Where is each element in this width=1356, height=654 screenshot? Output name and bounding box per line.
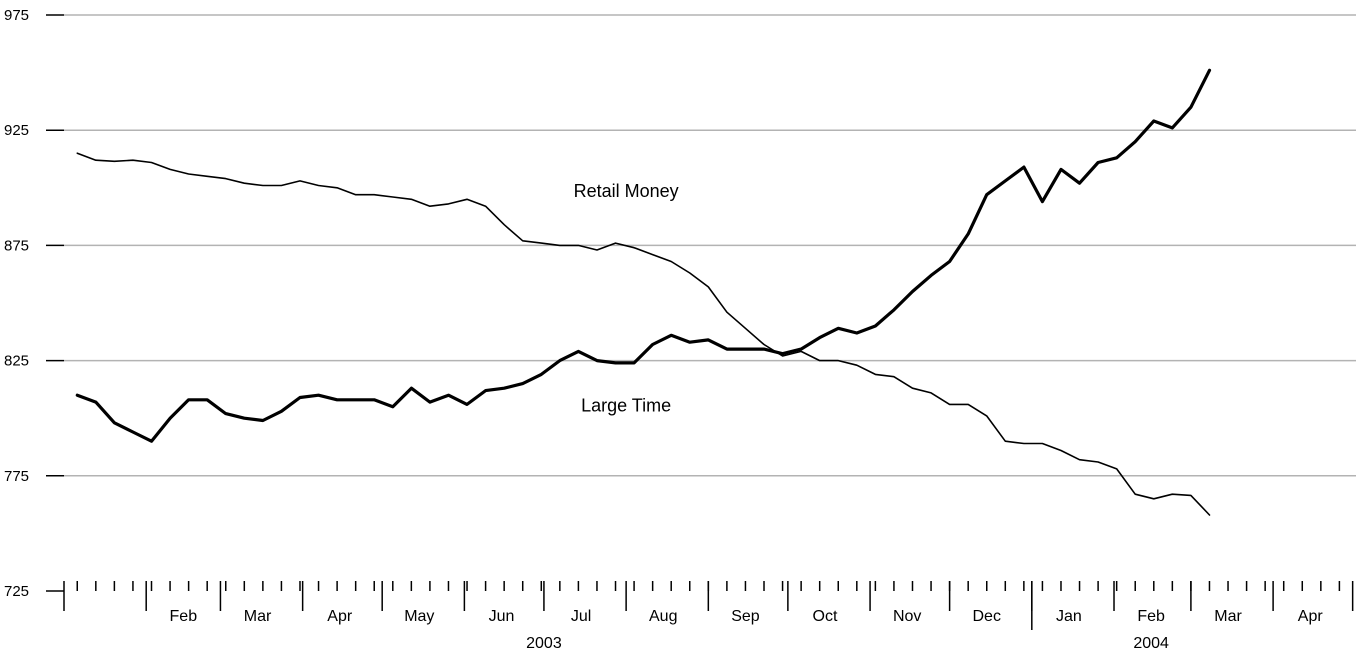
month-label: May bbox=[404, 608, 434, 625]
gridlines bbox=[64, 14, 1356, 477]
y-axis: 725 775 825 875 925 975 bbox=[4, 7, 64, 600]
month-label: Feb bbox=[1137, 608, 1165, 625]
series-lines bbox=[75, 68, 1212, 516]
month-label: Mar bbox=[1214, 608, 1242, 625]
month-label: Jan bbox=[1056, 608, 1082, 625]
month-label: Aug bbox=[649, 608, 677, 625]
month-label: Oct bbox=[813, 608, 838, 625]
month-label: Apr bbox=[327, 608, 353, 625]
y-tick-label: 725 bbox=[4, 583, 29, 600]
series-line-large-time bbox=[75, 68, 1212, 443]
series-label-retail-money: Retail Money bbox=[574, 181, 679, 201]
y-tick-label: 775 bbox=[4, 468, 29, 485]
month-label: Feb bbox=[170, 608, 198, 625]
year-label: 2003 bbox=[526, 635, 562, 652]
month-label: Dec bbox=[973, 608, 1001, 625]
month-label: Jun bbox=[489, 608, 515, 625]
month-label: Jul bbox=[571, 608, 591, 625]
y-tick-label: 825 bbox=[4, 353, 29, 370]
month-label: Mar bbox=[244, 608, 272, 625]
series-line-retail-money bbox=[76, 152, 1211, 516]
month-label: Apr bbox=[1298, 608, 1324, 625]
month-label: Sep bbox=[731, 608, 760, 625]
year-label: 2004 bbox=[1133, 635, 1169, 652]
x-axis: Feb Mar Apr May Jun Jul Aug Sep Oct Nov Dec Jan Feb M… bbox=[63, 581, 1354, 652]
y-tick-label: 875 bbox=[4, 237, 29, 254]
series-labels: Retail Money Large Time bbox=[574, 181, 679, 415]
y-tick-label: 975 bbox=[4, 7, 29, 24]
month-label: Nov bbox=[893, 608, 921, 625]
series-label-large-time: Large Time bbox=[581, 395, 671, 415]
y-tick-label: 925 bbox=[4, 122, 29, 139]
